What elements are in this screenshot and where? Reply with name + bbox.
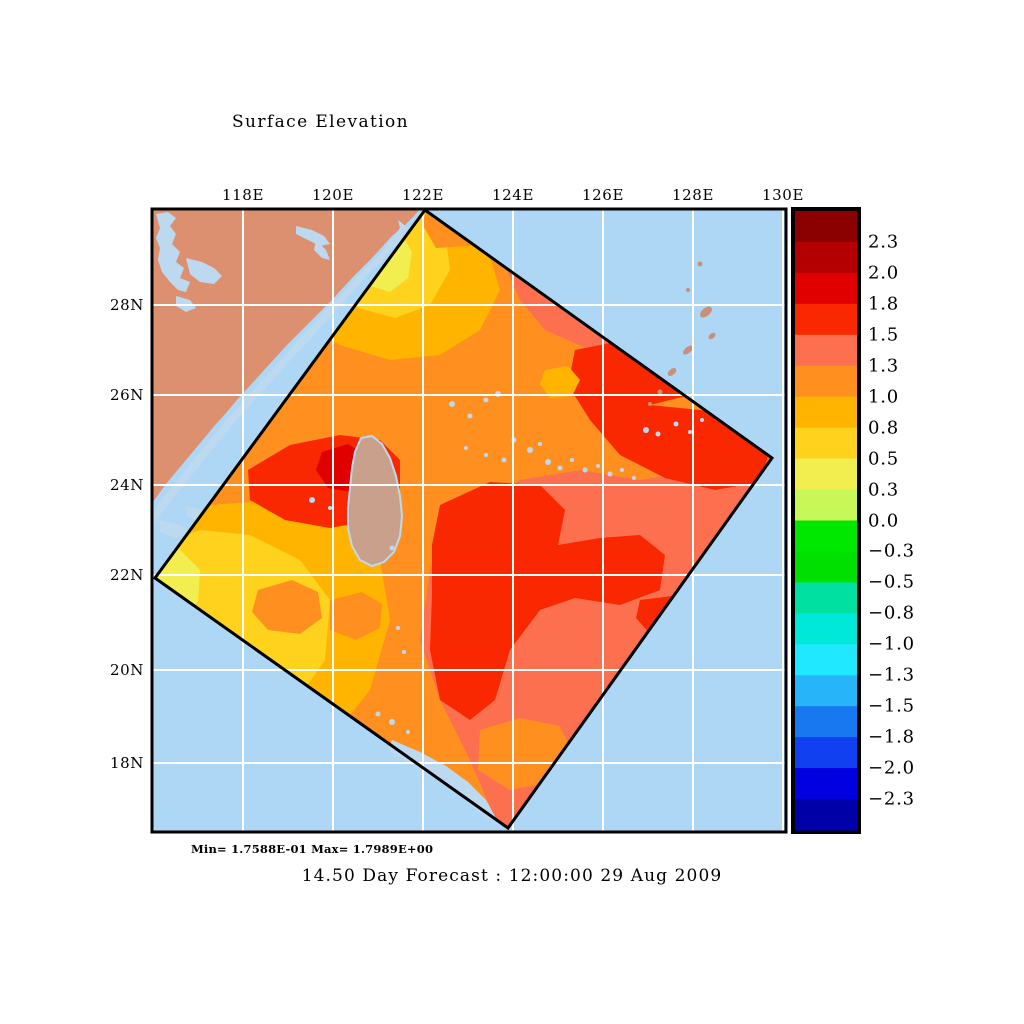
ryukyu-island-chain xyxy=(449,391,704,480)
colorbar-swatch xyxy=(795,272,857,305)
colorbar-swatch xyxy=(795,334,857,367)
coastline-fringe xyxy=(156,212,190,292)
colorbar-swatch xyxy=(795,427,857,460)
colorbar-swatch xyxy=(795,737,857,769)
colorbar-swatch xyxy=(795,396,857,429)
colorbar-tick-label: −0.8 xyxy=(868,602,915,624)
colorbar-tick-label: 0.8 xyxy=(868,417,900,439)
colorbar-tick-label: 1.8 xyxy=(868,293,900,315)
graticule-grid xyxy=(152,209,786,832)
colorbar-swatch xyxy=(795,458,857,491)
lat-label-20: 20N xyxy=(110,661,145,679)
taiwan-island xyxy=(347,434,404,568)
colorbar-tick-label: −0.5 xyxy=(868,571,915,593)
colorbar-swatch xyxy=(795,799,857,831)
lon-label-126: 126E xyxy=(582,186,624,204)
small-islands xyxy=(309,497,410,734)
colorbar-tick-label: 1.3 xyxy=(868,355,900,377)
colorbar-tick-label: −2.3 xyxy=(868,788,915,810)
plot-frame xyxy=(150,207,788,834)
colorbar-swatch xyxy=(795,551,857,583)
lat-label-22: 22N xyxy=(110,566,145,584)
lat-label-24: 24N xyxy=(110,476,145,494)
colorbar-tick-label: −1.5 xyxy=(868,695,915,717)
lat-label-26: 26N xyxy=(110,386,145,404)
page-title: Surface Elevation xyxy=(232,112,410,132)
colorbar-swatch xyxy=(795,365,857,398)
colorbar-tick-label: −1.3 xyxy=(868,664,915,686)
band-1.5-1.8-northeast xyxy=(568,340,770,490)
lon-label-120: 120E xyxy=(312,186,354,204)
colorbar-tick-label: 2.3 xyxy=(868,231,900,253)
pocket-1.0-1.3-c xyxy=(330,592,382,640)
lat-label-28: 28N xyxy=(110,296,145,314)
lon-label-130: 130E xyxy=(762,186,804,204)
colorbar-tick-label: 0.5 xyxy=(868,448,900,470)
colorbar-tick-label: −1.0 xyxy=(868,633,915,655)
colorbar-swatch xyxy=(795,489,857,522)
coastline-river-2 xyxy=(314,240,330,260)
outer-ryukyu-islands xyxy=(648,261,716,406)
lat-label-18: 18N xyxy=(110,754,145,772)
colorbar-swatch xyxy=(795,768,857,800)
lon-label-118: 118E xyxy=(222,186,264,204)
colorbar-swatches xyxy=(795,211,857,831)
coast-jagged-band xyxy=(152,220,408,526)
colorbar-swatch xyxy=(795,582,857,614)
colorbar-tick-label: 0.3 xyxy=(868,479,900,501)
colorbar-tick-label: 0.0 xyxy=(868,510,900,531)
colorbar-tick-label: −0.3 xyxy=(868,540,915,562)
band-1.5-1.8-central xyxy=(430,482,665,720)
colorbar-tick-label: −1.8 xyxy=(868,726,915,748)
coastline-river xyxy=(296,226,330,246)
lon-label-122: 122E xyxy=(402,186,444,204)
coast-spur-e xyxy=(160,520,190,538)
colorbar-tick-label: 1.5 xyxy=(868,324,900,346)
min-max-annotation: Min= 1.7588E-01 Max= 1.7989E+00 xyxy=(191,842,434,856)
pocket-1.0-1.3-b xyxy=(252,580,322,634)
colorbar-tick-label: 1.0 xyxy=(868,386,900,408)
colorbar-tick-label: 2.0 xyxy=(868,262,900,284)
colorbar xyxy=(791,207,861,834)
colorbar-swatch xyxy=(795,241,857,274)
coastline-inlet-a xyxy=(186,258,222,284)
colorbar-swatch xyxy=(795,520,857,553)
colorbar-swatch xyxy=(795,675,857,707)
model-domain-boundary xyxy=(152,207,775,831)
colorbar-swatch xyxy=(795,706,857,738)
lon-label-124: 124E xyxy=(492,186,534,204)
colorbar-swatch xyxy=(795,303,857,336)
colorbar-swatch xyxy=(795,644,857,676)
mainland-china-landmass xyxy=(152,209,420,503)
colorbar-frame xyxy=(791,207,861,834)
colorbar-tick-label: −2.0 xyxy=(868,757,915,779)
forecast-caption: 14.50 Day Forecast : 12:00:00 29 Aug 200… xyxy=(301,866,723,886)
colorbar-swatch xyxy=(795,211,857,243)
pocket-0.8-1.0-a xyxy=(540,366,580,398)
lon-label-128: 128E xyxy=(672,186,714,204)
colorbar-swatch xyxy=(795,613,857,645)
